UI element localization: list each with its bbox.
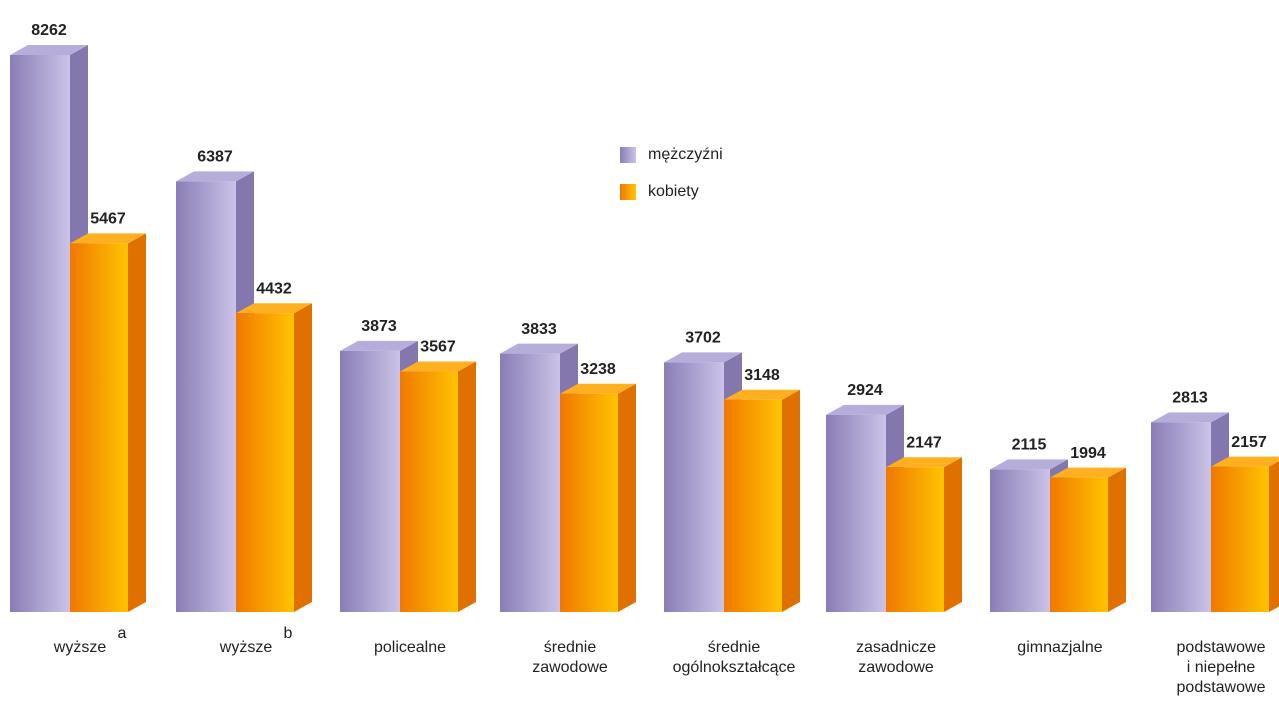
x-tick-label: średnie [708, 639, 761, 656]
bar-top [886, 457, 962, 468]
bar-top [236, 303, 312, 314]
data-label: 3148 [744, 367, 780, 384]
x-tick-label: zasadnicze [856, 639, 936, 656]
x-tick-label: zawodowe [532, 659, 608, 676]
bar-top [340, 340, 418, 351]
bar-side [128, 233, 146, 612]
bar-front [560, 393, 618, 612]
bar [176, 171, 254, 612]
bar-front [664, 362, 724, 612]
bar-front [1211, 466, 1269, 612]
legend-label: kobiety [648, 183, 699, 200]
data-label: 2924 [847, 382, 883, 399]
data-label: 8262 [31, 22, 67, 39]
bar-side [1269, 461, 1279, 612]
bar-top [1211, 456, 1279, 467]
bar-top [500, 343, 578, 354]
bar [1050, 467, 1126, 612]
bar-front [500, 353, 560, 612]
legend-swatch [620, 184, 636, 200]
data-label: 1994 [1070, 445, 1106, 462]
data-label: 2157 [1231, 434, 1267, 451]
bar-front [176, 181, 236, 612]
x-tick-label: gimnazjalne [1017, 639, 1102, 656]
x-tick-label: podstawowe [1177, 639, 1266, 656]
data-label: 2813 [1172, 390, 1208, 407]
bar-top [990, 459, 1068, 470]
bar-front [724, 399, 782, 612]
data-label: 5467 [90, 211, 126, 228]
bar [560, 383, 636, 612]
bar [236, 303, 312, 612]
data-label: 2147 [906, 434, 942, 451]
bar-front [10, 55, 70, 612]
data-label: 3873 [361, 318, 397, 335]
category-note: b [284, 625, 293, 642]
bar-front [826, 414, 886, 612]
bar-side [618, 383, 636, 612]
bar-top [664, 352, 742, 363]
legend-swatch [620, 147, 636, 163]
x-tick-label: średnie [544, 639, 597, 656]
data-label: 3567 [420, 339, 456, 356]
data-label: 4432 [256, 280, 292, 297]
x-tick-label: ogólnokształcące [673, 659, 796, 676]
bar-top [176, 171, 254, 182]
bar-side [782, 389, 800, 612]
bar [886, 457, 962, 612]
x-tick-label: wyższe [53, 639, 107, 656]
x-tick-label: policealne [374, 639, 446, 656]
data-label: 3238 [580, 361, 616, 378]
x-tick-label: zawodowe [858, 659, 934, 676]
bar-front [400, 371, 458, 612]
data-label: 3833 [521, 321, 557, 338]
bar-top [1151, 412, 1229, 423]
bar-side [458, 361, 476, 612]
bar-top [826, 404, 904, 415]
x-tick-label: podstawowe [1177, 679, 1266, 696]
bar-top [10, 45, 88, 55]
bar-front [236, 313, 294, 612]
bar-top [400, 361, 476, 372]
bar-front [886, 467, 944, 612]
bar-front [70, 243, 128, 612]
bar-top [724, 389, 800, 400]
bar [70, 233, 146, 612]
category-note: a [118, 625, 127, 642]
bar-top [560, 383, 636, 394]
legend-label: mężczyźni [648, 146, 723, 163]
bar-front [990, 469, 1050, 612]
data-label: 3702 [685, 330, 721, 347]
x-tick-label: i niepełne [1187, 659, 1256, 676]
bar [724, 389, 800, 612]
data-label: 2115 [1012, 437, 1047, 454]
bar-front [1050, 477, 1108, 612]
bar-front [1151, 422, 1211, 612]
bar-side [944, 457, 962, 612]
bar [400, 361, 476, 612]
bar-side [294, 303, 312, 612]
bar-top [70, 233, 146, 244]
data-label: 6387 [197, 149, 233, 166]
bar-side [1108, 467, 1126, 612]
x-tick-label: wyższe [219, 639, 273, 656]
bar-top [1050, 467, 1126, 478]
bar [1211, 456, 1279, 612]
bar-front [340, 350, 400, 612]
